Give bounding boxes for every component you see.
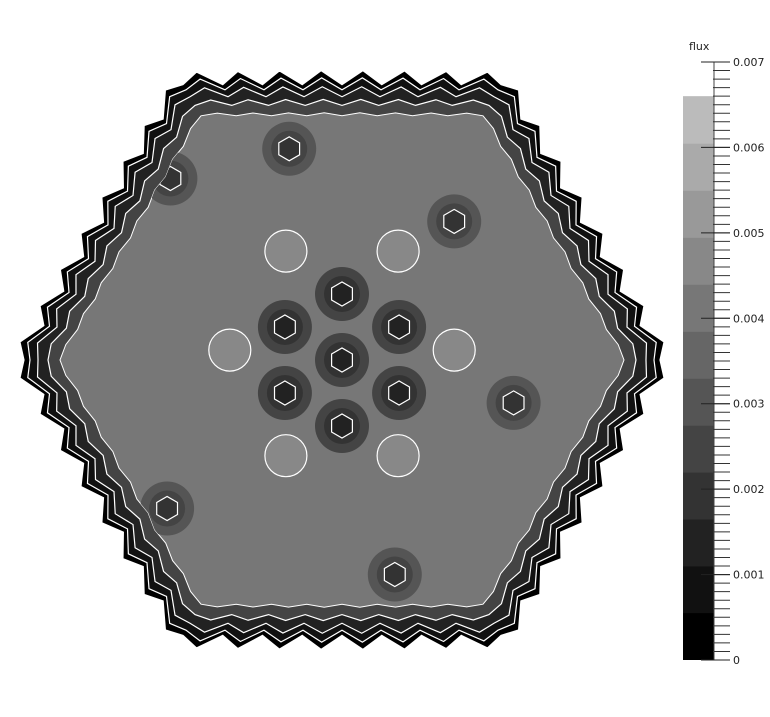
- water-rod: [208, 328, 252, 372]
- colorbar-band: [683, 331, 714, 379]
- hot-rod: [331, 347, 353, 373]
- water-rod: [264, 434, 308, 478]
- hot-rod: [331, 281, 353, 307]
- water-rod: [432, 328, 476, 372]
- colorbar-band: [683, 425, 714, 473]
- colorbar-tick-label: 0.007: [733, 56, 765, 69]
- colorbar-band: [683, 378, 714, 426]
- hot-rod: [278, 136, 301, 162]
- colorbar-tick-label: 0.003: [733, 398, 765, 411]
- hot-rod: [156, 495, 179, 522]
- colorbar-band: [683, 566, 714, 614]
- colorbar-tick-label: 0: [733, 654, 740, 667]
- colorbar-band: [683, 190, 714, 238]
- hot-rod: [443, 208, 466, 235]
- colorbar-title: flux: [689, 40, 710, 53]
- colorbar-band: [683, 284, 714, 332]
- colorbar-tick-label: 0.001: [733, 569, 765, 582]
- colorbar-tick-label: 0.002: [733, 483, 765, 496]
- water-rod: [376, 434, 420, 478]
- hot-rod: [502, 390, 525, 416]
- colorbar-tick-label: 0.006: [733, 141, 765, 154]
- colorbar-band: [683, 143, 714, 191]
- colorbar-band: [683, 613, 714, 660]
- core-flux-map: [19, 69, 665, 651]
- hot-rod: [388, 314, 411, 340]
- colorbar-band: [683, 519, 714, 567]
- hot-rod: [388, 380, 411, 406]
- colorbar-band: [683, 96, 714, 144]
- hot-rod: [273, 314, 296, 340]
- colorbar: flux 0 0.001 0.002 0.003 0.004 0.005 0.006 0.00…: [683, 40, 765, 667]
- colorbar-tick-label: 0.004: [733, 312, 765, 325]
- colorbar-band: [683, 237, 714, 285]
- colorbar-band: [683, 472, 714, 520]
- water-rod: [376, 229, 420, 273]
- colorbar-tick-label: 0.005: [733, 227, 765, 240]
- hot-rod: [383, 561, 406, 588]
- water-rod: [264, 229, 308, 273]
- hot-rod: [273, 380, 296, 406]
- hot-rod: [331, 413, 353, 439]
